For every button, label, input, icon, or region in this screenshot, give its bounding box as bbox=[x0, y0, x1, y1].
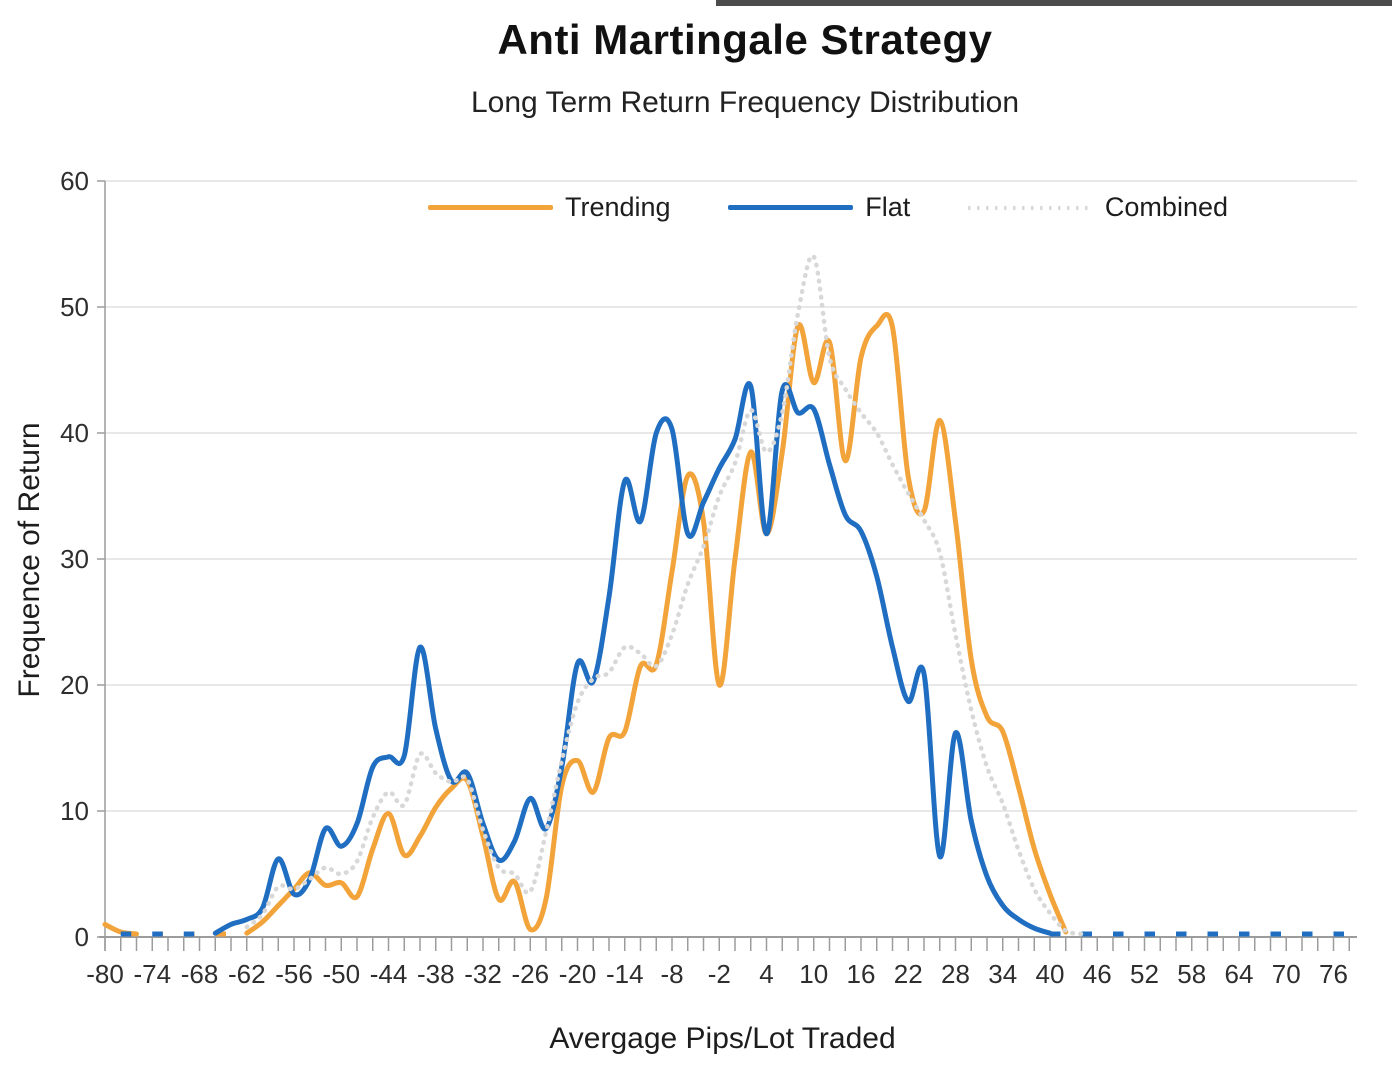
y-tick-label: 30 bbox=[60, 544, 89, 574]
x-tick-label: 28 bbox=[941, 959, 970, 989]
x-tick-label: 52 bbox=[1130, 959, 1159, 989]
legend-item-combined: Combined bbox=[967, 192, 1228, 223]
x-tick-label: 22 bbox=[894, 959, 923, 989]
gridlines bbox=[105, 180, 1357, 812]
x-tick-label: 16 bbox=[847, 959, 876, 989]
y-tick-label: 10 bbox=[60, 796, 89, 826]
x-tick-label: -56 bbox=[275, 959, 313, 989]
x-tick-label: -14 bbox=[606, 959, 644, 989]
legend-item-trending: Trending bbox=[428, 192, 671, 223]
combined-line-swatch bbox=[967, 205, 1093, 210]
trending-line-swatch bbox=[428, 205, 553, 210]
x-tick-label: 34 bbox=[988, 959, 1017, 989]
x-tick-label: 10 bbox=[799, 959, 828, 989]
y-tick-label: 60 bbox=[60, 166, 89, 196]
x-tick-label: -74 bbox=[133, 959, 171, 989]
x-tick-label: -32 bbox=[464, 959, 502, 989]
x-tick-label: 40 bbox=[1036, 959, 1065, 989]
x-tick-label: -2 bbox=[708, 959, 731, 989]
series-trending bbox=[102, 311, 1069, 937]
chart-title: Anti Martingale Strategy bbox=[497, 16, 993, 63]
x-tick-label: -38 bbox=[417, 959, 455, 989]
flat-line-swatch bbox=[728, 205, 854, 210]
x-tick-label: -8 bbox=[660, 959, 683, 989]
x-tick-label: -26 bbox=[511, 959, 549, 989]
x-axis-title: Avergage Pips/Lot Traded bbox=[549, 1022, 896, 1055]
x-tick-label: 58 bbox=[1177, 959, 1206, 989]
x-tick-label: -44 bbox=[370, 959, 408, 989]
chart-subtitle: Long Term Return Frequency Distribution bbox=[470, 86, 1020, 119]
y-tick-label: 20 bbox=[60, 670, 89, 700]
top-border-artifact bbox=[716, 0, 1392, 6]
x-tick-label: -68 bbox=[181, 959, 219, 989]
x-axis: -80 -74 -68 -62 -56 -50 -44 -38 -32 -26 -20 -14 -8 -2… bbox=[86, 936, 1357, 989]
x-tick-label: -62 bbox=[228, 959, 266, 989]
y-tick-label: 50 bbox=[60, 292, 89, 322]
legend-label-combined: Combined bbox=[1104, 192, 1228, 222]
series-flat bbox=[120, 381, 1358, 937]
legend-label-trending: Trending bbox=[565, 192, 671, 222]
y-axis-title: Frequence of Return bbox=[13, 422, 46, 698]
x-tick-label: -20 bbox=[559, 959, 597, 989]
legend-label-flat: Flat bbox=[865, 192, 911, 222]
y-tick-label: 40 bbox=[60, 418, 89, 448]
legend-item-flat: Flat bbox=[728, 192, 910, 223]
y-axis: 0 10 20 30 40 50 60 bbox=[60, 166, 106, 952]
x-tick-label: 76 bbox=[1319, 959, 1348, 989]
x-tick-label: 4 bbox=[759, 959, 773, 989]
x-tick-label: 46 bbox=[1083, 959, 1112, 989]
x-tick-label: 64 bbox=[1225, 959, 1254, 989]
x-tick-label: -50 bbox=[322, 959, 360, 989]
series-combined bbox=[244, 253, 1084, 937]
y-tick-label: 0 bbox=[75, 922, 89, 952]
x-tick-label: -80 bbox=[86, 959, 124, 989]
x-tick-label: 70 bbox=[1272, 959, 1301, 989]
legend: Trending Flat Combined bbox=[428, 192, 1228, 223]
